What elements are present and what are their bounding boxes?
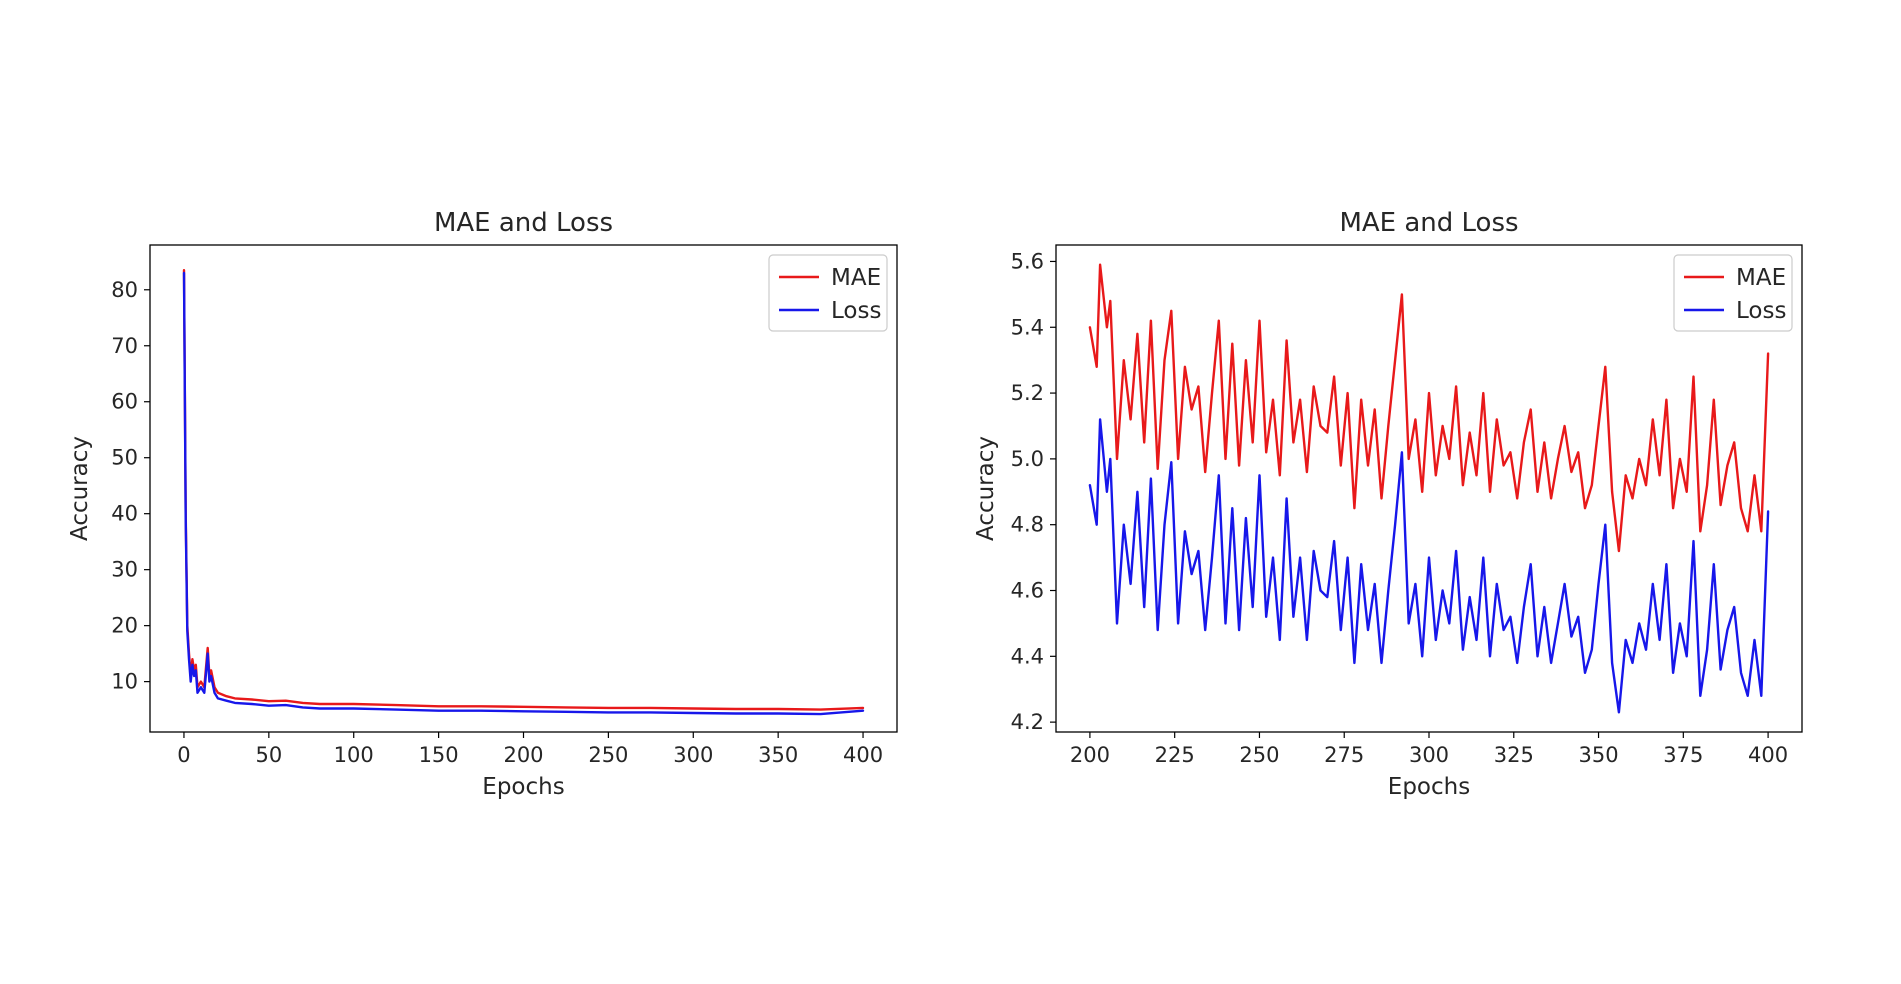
series-line-mae: [1088, 263, 1770, 553]
x-tick-label: 250: [588, 743, 628, 767]
series-line-loss: [182, 271, 865, 716]
series-line-mae: [182, 269, 865, 711]
x-tick-label: 150: [419, 743, 459, 767]
y-tick-label: 4.8: [1011, 513, 1044, 537]
y-tick-label: 5.4: [1011, 315, 1044, 339]
x-tick-label: 350: [758, 743, 798, 767]
y-axis-label: Accuracy: [973, 436, 999, 541]
chart-title: MAE and Loss: [1339, 208, 1518, 238]
legend-label-loss: Loss: [831, 298, 881, 324]
y-tick-label: 20: [111, 614, 138, 638]
chart-title: MAE and Loss: [434, 208, 613, 238]
x-axis-label: Epochs: [1388, 774, 1470, 800]
series-group: [1088, 263, 1770, 714]
chart-left: MAE and Loss 0 50 100 150 200 250 300 350 400 10 20…: [67, 208, 898, 800]
y-tick-label: 5.0: [1011, 447, 1044, 471]
y-tick-label: 70: [111, 334, 138, 358]
y-axis-label: Accuracy: [67, 436, 93, 541]
y-tick-label: 30: [111, 558, 138, 582]
x-tick-label: 50: [255, 743, 282, 767]
x-tick-label: 400: [843, 743, 883, 767]
x-tick-label: 300: [673, 743, 713, 767]
series-group: [182, 269, 865, 716]
y-tick-label: 80: [111, 278, 138, 302]
y-tick-label: 5.2: [1011, 381, 1044, 405]
legend-label-loss: Loss: [1736, 298, 1786, 324]
legend-box: [768, 254, 888, 332]
x-tick-label: 275: [1324, 743, 1364, 767]
y-tick-label: 4.4: [1011, 644, 1044, 668]
x-tick-label: 200: [503, 743, 543, 767]
x-tick-label: 0: [177, 743, 190, 767]
series-line-loss: [1088, 418, 1770, 714]
legend: MAE Loss: [1673, 254, 1793, 332]
x-tick-label: 350: [1578, 743, 1618, 767]
y-tick-label: 60: [111, 390, 138, 414]
x-axis-label: Epochs: [482, 774, 564, 800]
legend: MAE Loss: [768, 254, 888, 332]
chart-right: MAE and Loss 200 225 250 275 300 325 350 375 400 4…: [973, 208, 1803, 800]
x-tick-label: 250: [1239, 743, 1279, 767]
x-tick-label: 100: [334, 743, 374, 767]
y-tick-label: 50: [111, 446, 138, 470]
x-tick-label: 400: [1748, 743, 1788, 767]
x-tick-label: 300: [1409, 743, 1449, 767]
y-tick-label: 40: [111, 502, 138, 526]
legend-box: [1673, 254, 1793, 332]
y-tick-label: 4.2: [1011, 710, 1044, 734]
y-tick-label: 10: [111, 670, 138, 694]
x-tick-label: 200: [1070, 743, 1110, 767]
legend-label-mae: MAE: [831, 265, 881, 291]
x-tick-label: 225: [1155, 743, 1195, 767]
y-tick-label: 4.6: [1011, 579, 1044, 603]
x-tick-label: 375: [1663, 743, 1703, 767]
legend-label-mae: MAE: [1736, 265, 1786, 291]
x-tick-label: 325: [1494, 743, 1534, 767]
y-tick-label: 5.6: [1011, 249, 1044, 273]
